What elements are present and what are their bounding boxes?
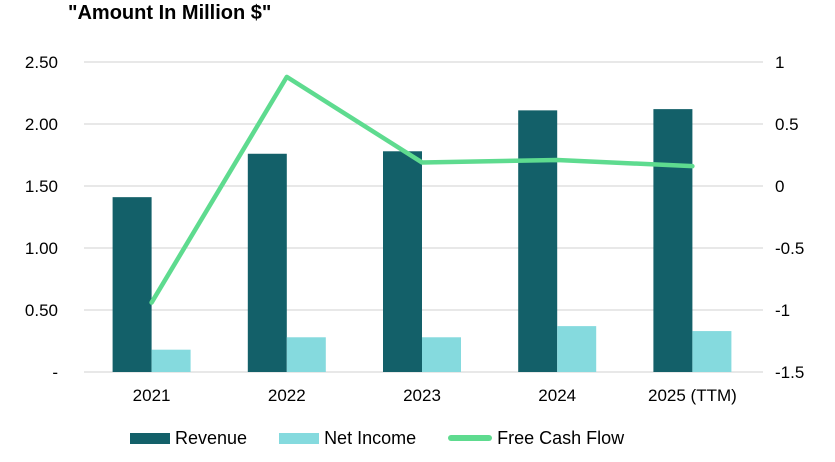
- right-axis-tick: 0: [775, 177, 784, 196]
- right-axis-tick: 1: [775, 53, 784, 72]
- left-axis-tick: 1.50: [25, 177, 58, 196]
- legend-label-free-cash-flow: Free Cash Flow: [497, 427, 625, 448]
- revenue-bar: [383, 151, 422, 372]
- left-axis-tick: 2.50: [25, 53, 58, 72]
- right-axis-tick: -1: [775, 301, 790, 320]
- left-axis-tick: -: [52, 363, 58, 382]
- right-axis-tick: -0.5: [775, 239, 804, 258]
- x-axis-label: 2025 (TTM): [648, 386, 737, 405]
- left-axis-tick: 0.50: [25, 301, 58, 320]
- net-income-bar: [286, 337, 326, 372]
- chart-title: "Amount In Million $": [68, 2, 272, 24]
- free-cash-flow-line: [149, 74, 695, 305]
- legend-item-net-income: Net Income: [279, 428, 416, 449]
- revenue-bar: [112, 197, 152, 372]
- net-income-bar: [557, 326, 597, 372]
- left-axis-tick: 1.00: [25, 239, 58, 258]
- x-axis-label: 2022: [268, 386, 306, 405]
- free-cash-flow-swatch-icon: [448, 435, 493, 441]
- chart-legend: Revenue Net Income Free Cash Flow: [130, 424, 624, 452]
- x-axis-label: 2023: [403, 386, 441, 405]
- left-axis-tick: 2.00: [25, 115, 58, 134]
- right-axis-tick: 0.5: [775, 115, 799, 134]
- revenue-bar: [518, 110, 558, 373]
- legend-item-free-cash-flow: Free Cash Flow: [448, 428, 624, 449]
- revenue-bar: [653, 109, 693, 373]
- legend-item-revenue: Revenue: [130, 428, 247, 449]
- net-income-bar: [151, 349, 191, 372]
- right-axis-tick: -1.5: [775, 363, 804, 382]
- net-income-bar: [692, 331, 732, 372]
- revenue-bar: [247, 153, 287, 372]
- legend-label-revenue: Revenue: [175, 427, 248, 448]
- revenue-swatch-icon: [130, 432, 170, 444]
- combo-chart-plot: 2.50 1 2.00 0.5 1.50 0 1.00 -0.5 0.50 -1 - -1.5 2021…: [25, 53, 804, 405]
- legend-label-net-income: Net Income: [324, 427, 417, 448]
- net-income-swatch-icon: [279, 432, 320, 444]
- net-income-bar: [422, 337, 461, 372]
- x-axis-label: 2021: [133, 386, 171, 405]
- x-axis-label: 2024: [538, 386, 576, 405]
